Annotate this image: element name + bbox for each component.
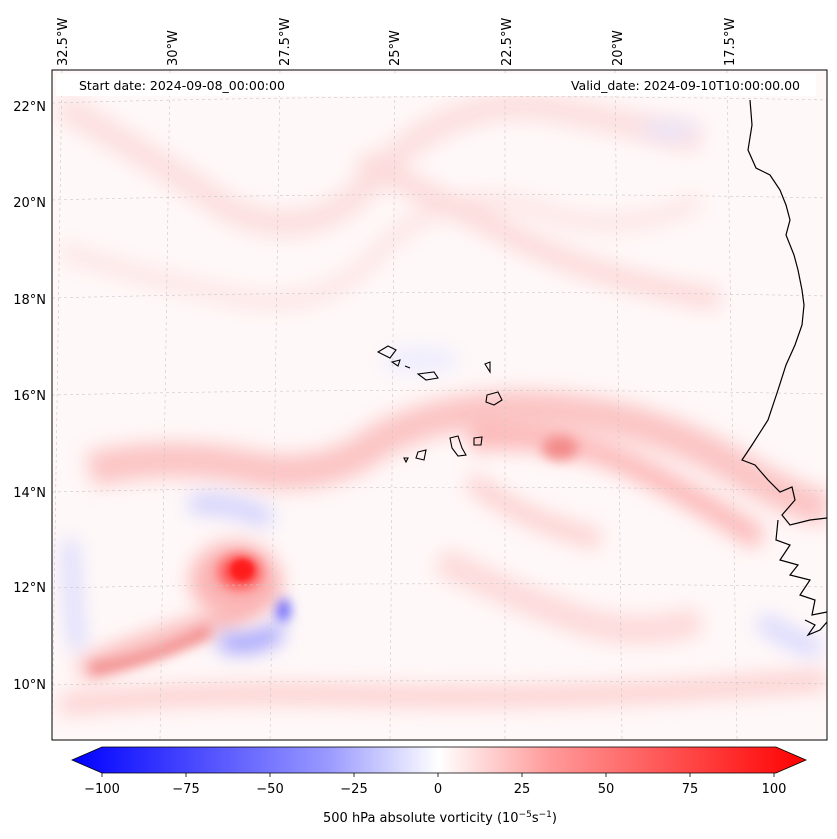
lat-label: 22°N [13,100,46,115]
colorbar-tick-label: −75 [172,782,199,797]
lat-label: 20°N [13,196,46,211]
lon-label: 22.5°W [500,18,515,66]
colorbar: −100 −75 −50 −25 0 25 50 75 100 500 hPa … [70,746,808,826]
colorbar-ramp [70,746,808,774]
map-axes: Start date: 2024-09-08_00:00:00 Valid_da… [52,70,827,740]
lat-label: 10°N [13,678,46,693]
map-border [51,69,828,741]
lon-label: 17.5°W [723,18,738,66]
lat-label: 16°N [13,389,46,404]
lon-label: 20°W [611,30,626,66]
lat-label: 18°N [13,293,46,308]
date-banner [56,74,816,96]
lon-label: 30°W [166,30,181,66]
colorbar-tick-label: 50 [598,782,615,797]
colorbar-tick-label: −50 [256,782,283,797]
lat-label: 14°N [13,486,46,501]
colorbar-ticks [101,773,775,777]
cape-verde-islands [376,345,503,464]
vorticity-field [53,93,827,715]
colorbar-tick-label: 100 [762,782,787,797]
valid-date-label: Valid_date: 2024-09-10T10:00:00.00 [571,78,800,93]
longitude-labels: 32.5°W 30°W 27.5°W 25°W 22.5°W 20°W 17.5… [56,18,738,66]
lon-label: 32.5°W [56,18,71,66]
latitude-labels: 22°N 20°N 18°N 16°N 14°N 12°N 10°N [13,100,46,693]
vorticity-max [190,542,280,618]
colorbar-tick-label: 0 [434,782,442,797]
colorbar-tick-label: −25 [340,782,367,797]
colorbar-tick-label: 75 [682,782,699,797]
coastline [741,99,827,637]
colorbar-label: 500 hPa absolute vorticity (10−5s−1) [323,810,557,826]
lat-label: 12°N [13,581,46,596]
lon-label: 25°W [388,30,403,66]
colorbar-tick-label: −100 [84,782,120,797]
colorbar-tick-label: 25 [514,782,531,797]
gridlines [52,70,827,740]
lon-label: 27.5°W [278,18,293,66]
start-date-label: Start date: 2024-09-08_00:00:00 [79,78,285,93]
